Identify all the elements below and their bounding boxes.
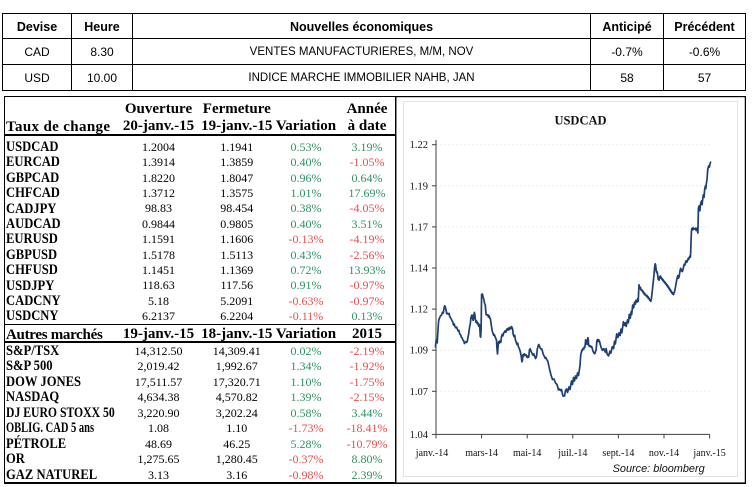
svg-text:juil.-14: juil.-14 <box>557 448 587 459</box>
svg-text:1.07: 1.07 <box>410 387 428 398</box>
svg-text:Source: bloomberg: Source: bloomberg <box>613 463 705 475</box>
svg-text:1.09: 1.09 <box>410 346 428 357</box>
svg-text:1.04: 1.04 <box>410 430 429 441</box>
svg-text:1.17: 1.17 <box>410 222 428 233</box>
svg-text:mars-14: mars-14 <box>465 448 498 459</box>
svg-text:janv.-14: janv.-14 <box>415 448 448 459</box>
svg-text:1.12: 1.12 <box>410 305 428 316</box>
svg-text:sept.-14: sept.-14 <box>602 448 634 459</box>
svg-text:USDCAD: USDCAD <box>554 114 606 128</box>
svg-text:janv.-15: janv.-15 <box>692 448 725 459</box>
svg-text:nov.-14: nov.-14 <box>649 448 679 459</box>
svg-text:1.14: 1.14 <box>410 264 429 275</box>
svg-text:1.19: 1.19 <box>410 181 428 192</box>
svg-text:mai-14: mai-14 <box>513 448 541 459</box>
svg-text:1.22: 1.22 <box>410 140 428 151</box>
